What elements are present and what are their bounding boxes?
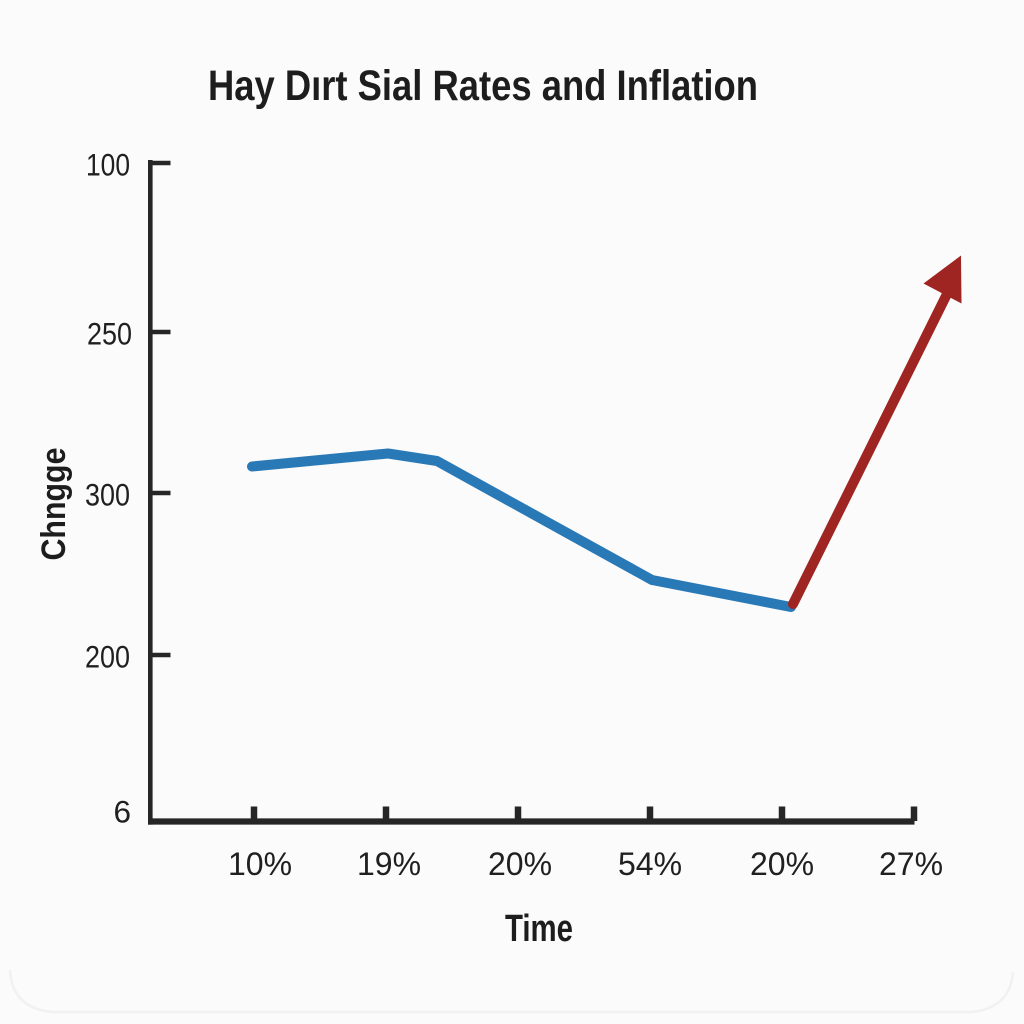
svg-text:250: 250 [87,316,132,352]
svg-text:10%: 10% [228,846,292,882]
svg-text:54%: 54% [618,846,682,882]
svg-text:Hay Dırt Sial Rates and Inflat: Hay Dırt Sial Rates and Inflation [208,63,758,110]
svg-text:27%: 27% [879,846,943,882]
svg-text:20%: 20% [488,846,552,882]
svg-text:300: 300 [85,477,130,513]
svg-text:Chngge: Chngge [35,448,73,561]
svg-text:20%: 20% [750,846,814,882]
svg-text:Time: Time [505,908,573,950]
svg-text:200: 200 [85,639,130,675]
svg-text:100: 100 [86,147,130,183]
svg-text:6: 6 [113,794,131,830]
svg-text:19%: 19% [357,846,421,882]
